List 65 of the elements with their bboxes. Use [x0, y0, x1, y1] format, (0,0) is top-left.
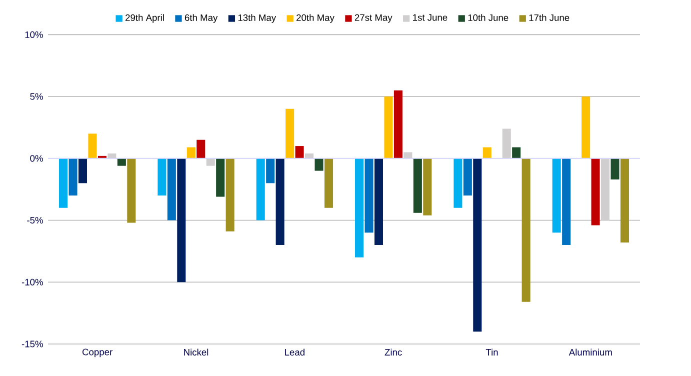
- bar: [206, 158, 215, 166]
- bar: [423, 158, 432, 216]
- legend-label: 13th May: [238, 14, 276, 23]
- bar: [305, 153, 314, 158]
- bar: [502, 128, 511, 158]
- bar: [158, 158, 166, 196]
- legend-label: 1st June: [413, 14, 448, 21]
- y-tick-label: -15%: [22, 340, 43, 348]
- bar: [167, 158, 176, 220]
- x-tick-label: Nickel: [184, 348, 208, 356]
- bar: [314, 158, 324, 171]
- bar: [384, 96, 393, 158]
- legend-label: 6th May: [184, 14, 218, 23]
- bar: [364, 158, 374, 233]
- bar: [482, 147, 492, 158]
- legend-label: 20th May: [296, 14, 334, 23]
- bar: [591, 158, 600, 226]
- bar: [68, 158, 78, 196]
- x-tick-label: Lead: [285, 348, 304, 356]
- bar: [522, 158, 530, 302]
- bar: [117, 158, 126, 166]
- x-tick-label: Zinc: [384, 348, 402, 356]
- bar: [355, 158, 364, 258]
- bar: [512, 147, 521, 158]
- legend-label: 27st May: [354, 14, 392, 23]
- bar: [108, 153, 116, 158]
- bar: [582, 96, 590, 158]
- bar: [226, 158, 234, 232]
- bar: [394, 90, 402, 158]
- x-tick-label: Tin: [486, 348, 498, 356]
- bar: [601, 158, 610, 220]
- y-tick-label: 10%: [25, 31, 43, 38]
- y-tick-label: -5%: [27, 217, 43, 224]
- bar: [413, 158, 422, 213]
- bar: [177, 158, 186, 282]
- bar: [78, 158, 88, 184]
- bar: [374, 158, 383, 246]
- legend-label: 10th June: [468, 14, 508, 21]
- bar: [463, 158, 472, 196]
- bar: [59, 158, 68, 208]
- y-tick-label: 0%: [30, 155, 43, 162]
- bar: [324, 158, 333, 208]
- legend-label: 17th June: [529, 14, 570, 21]
- legend-label: 29th April: [126, 14, 164, 23]
- bar: [404, 152, 412, 158]
- bar: [473, 158, 482, 332]
- bar: [454, 158, 462, 208]
- bar: [610, 158, 620, 180]
- y-tick-label: -10%: [22, 278, 43, 286]
- bar: [295, 146, 304, 158]
- bar: [186, 147, 196, 158]
- x-tick-label: Aluminium: [568, 348, 612, 356]
- x-tick-label: Copper: [82, 348, 112, 358]
- bar: [276, 158, 284, 246]
- bar: [88, 134, 97, 158]
- bar: [620, 158, 629, 243]
- bar: [256, 158, 265, 220]
- bar: [562, 158, 571, 246]
- bar: [216, 158, 225, 197]
- bar: [552, 158, 561, 233]
- bar: [196, 140, 206, 158]
- bar: [286, 108, 294, 158]
- bar: [266, 158, 275, 184]
- y-tick-label: 5%: [30, 93, 43, 100]
- bar: [127, 158, 136, 223]
